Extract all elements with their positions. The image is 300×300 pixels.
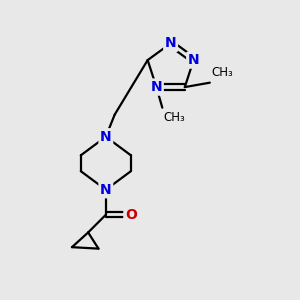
Text: CH₃: CH₃ (211, 66, 233, 79)
Text: N: N (100, 183, 112, 197)
Text: O: O (125, 208, 137, 222)
Text: N: N (100, 130, 112, 144)
Text: CH₃: CH₃ (164, 111, 185, 124)
Text: N: N (165, 36, 176, 50)
Text: N: N (151, 80, 162, 94)
Text: N: N (188, 53, 200, 67)
